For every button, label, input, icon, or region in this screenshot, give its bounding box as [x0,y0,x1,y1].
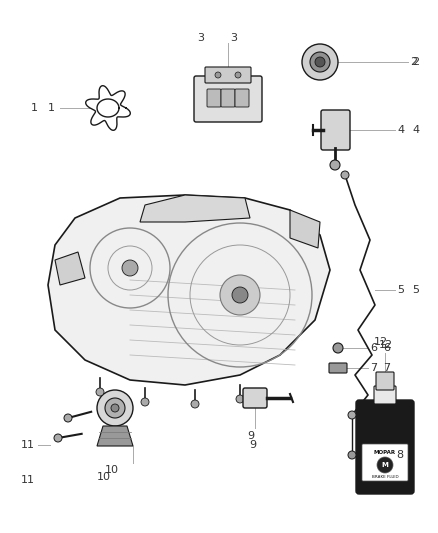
Polygon shape [48,195,330,385]
Circle shape [141,398,149,406]
Text: 2: 2 [410,57,417,67]
Polygon shape [290,210,320,248]
Text: 4: 4 [412,125,419,135]
FancyBboxPatch shape [207,89,221,107]
FancyBboxPatch shape [356,400,414,494]
Circle shape [315,57,325,67]
Circle shape [220,275,260,315]
Text: 6: 6 [370,343,377,353]
Text: 1: 1 [31,103,38,113]
Circle shape [96,388,104,396]
Circle shape [111,404,119,412]
Circle shape [377,457,393,473]
Polygon shape [97,426,133,446]
Text: 4: 4 [397,125,404,135]
FancyBboxPatch shape [329,363,347,373]
Circle shape [302,44,338,80]
Text: 1: 1 [48,103,55,113]
Circle shape [191,400,199,408]
Text: M: M [381,462,389,468]
FancyBboxPatch shape [362,444,408,481]
Circle shape [54,434,62,442]
Circle shape [105,398,125,418]
Circle shape [348,451,356,459]
Circle shape [97,390,133,426]
Circle shape [348,411,356,419]
Circle shape [330,160,340,170]
Circle shape [232,287,248,303]
Text: 11: 11 [21,440,35,450]
Text: 12: 12 [374,337,388,347]
FancyBboxPatch shape [221,89,235,107]
Text: 9: 9 [247,431,254,441]
Text: BRAKE FLUID: BRAKE FLUID [372,475,398,479]
Text: 5: 5 [397,285,404,295]
Text: 10: 10 [105,465,119,475]
Text: 2: 2 [412,57,419,67]
Circle shape [341,171,349,179]
Text: 11: 11 [21,475,35,485]
Text: MOPAR: MOPAR [374,450,396,456]
Text: 8: 8 [392,450,399,460]
Text: 3: 3 [197,33,204,43]
Text: 5: 5 [412,285,419,295]
Circle shape [310,52,330,72]
FancyBboxPatch shape [321,110,350,150]
Circle shape [64,414,72,422]
Polygon shape [55,252,85,285]
Polygon shape [140,195,250,222]
Text: 7: 7 [370,363,377,373]
Text: 9: 9 [249,440,256,450]
Circle shape [122,260,138,276]
FancyBboxPatch shape [194,76,262,122]
Text: 6: 6 [383,343,390,353]
Circle shape [333,343,343,353]
Text: 3: 3 [230,33,237,43]
FancyBboxPatch shape [235,89,249,107]
Text: 12: 12 [379,340,393,350]
Circle shape [235,72,241,78]
Circle shape [236,395,244,403]
Text: 8: 8 [396,450,403,460]
FancyBboxPatch shape [205,67,251,83]
Circle shape [215,72,221,78]
Text: 10: 10 [97,472,111,482]
Text: 7: 7 [383,363,390,373]
FancyBboxPatch shape [243,388,267,408]
FancyBboxPatch shape [376,372,394,390]
FancyBboxPatch shape [374,386,396,404]
